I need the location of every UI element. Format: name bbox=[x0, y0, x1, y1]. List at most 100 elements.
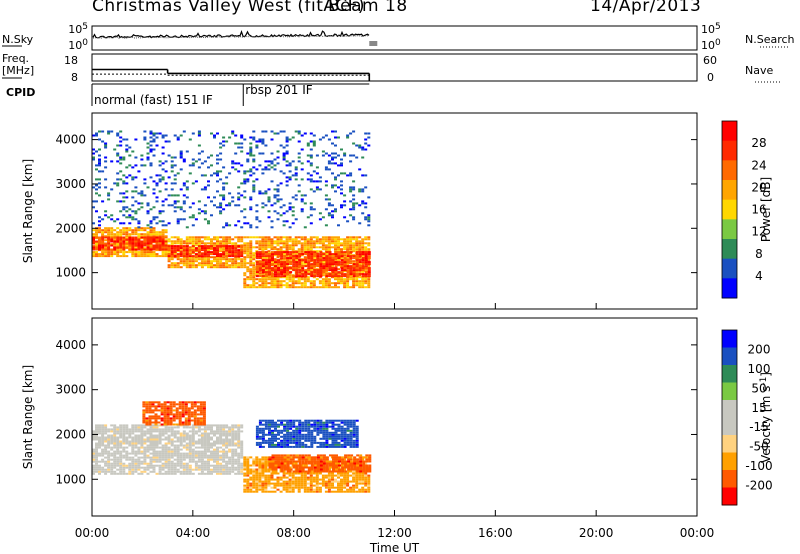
velocity-band-0-cell bbox=[146, 440, 150, 443]
power-band-6-cell bbox=[143, 194, 147, 197]
power-band-6-cell bbox=[255, 168, 259, 171]
power-band-6-cell bbox=[346, 134, 350, 137]
velocity-band-0-cell bbox=[92, 432, 95, 435]
velocity-band-0-cell bbox=[158, 472, 162, 475]
power-band-6-cell bbox=[270, 138, 274, 141]
power-band-2-cell bbox=[176, 242, 180, 245]
power-band-4-cell bbox=[309, 268, 313, 271]
velocity-band-0-cell bbox=[179, 438, 183, 441]
velocity-band-0-cell bbox=[152, 434, 156, 437]
power-band-6-cell bbox=[98, 164, 101, 167]
power-band-6-cell bbox=[309, 214, 313, 217]
velocity-band-1-cell bbox=[309, 486, 313, 489]
power-band-1-cell bbox=[95, 248, 98, 251]
power-band-5-cell bbox=[328, 251, 332, 254]
power-band-6-cell bbox=[346, 136, 350, 139]
power-band-6-cell bbox=[270, 130, 274, 133]
velocity-band-1-cell bbox=[337, 482, 340, 485]
power-band-6-cell bbox=[104, 156, 108, 159]
velocity-band-2-cell bbox=[329, 466, 332, 469]
velocity-band-1-cell bbox=[340, 478, 343, 481]
power-band-5-cell bbox=[325, 255, 329, 258]
power-band-6-cell bbox=[231, 130, 235, 133]
velocity-band-1-cell bbox=[258, 466, 262, 469]
power-band-6-cell bbox=[110, 130, 114, 133]
power-band-2-cell bbox=[225, 242, 229, 245]
power-band-4-cell bbox=[349, 278, 353, 281]
velocity-band-0-cell bbox=[122, 454, 126, 457]
power-band-4-cell bbox=[340, 280, 343, 283]
power-band-4-cell bbox=[291, 246, 295, 249]
power-band-5-cell bbox=[328, 269, 332, 272]
power-band-6-cell bbox=[364, 202, 368, 205]
velocity-band-0-cell bbox=[134, 470, 138, 473]
power-band-0-cell bbox=[101, 229, 105, 232]
velocity-band-0-cell bbox=[225, 442, 229, 445]
power-band-6-cell bbox=[267, 196, 271, 199]
velocity-band-1-cell bbox=[291, 490, 295, 493]
velocity-band-0-cell bbox=[207, 426, 210, 429]
power-band-4-cell bbox=[364, 236, 368, 239]
power-band-6-cell bbox=[364, 138, 368, 141]
velocity-band-0-cell bbox=[134, 454, 138, 457]
power-band-5-cell bbox=[286, 261, 290, 264]
velocity-band-0-cell bbox=[216, 428, 219, 431]
power-band-2-cell bbox=[197, 256, 201, 259]
power-band-3-cell bbox=[234, 247, 238, 250]
power-band-4-cell bbox=[364, 278, 368, 281]
velocity-band-2-cell bbox=[322, 470, 326, 473]
velocity-band-1-cell bbox=[358, 480, 362, 483]
power-band-3-cell bbox=[194, 247, 198, 250]
power-band-6-cell bbox=[352, 154, 356, 157]
power-band-4-cell bbox=[249, 244, 253, 247]
velocity-band-2-cell bbox=[332, 454, 335, 457]
velocity-band-2-cell bbox=[289, 454, 293, 457]
power-band-6-cell bbox=[222, 186, 226, 189]
velocity-band-1-cell bbox=[255, 476, 259, 479]
velocity-band-0-cell bbox=[222, 464, 226, 467]
power-colorbar-tick-3: 16 bbox=[751, 203, 766, 217]
velocity-band-0-cell bbox=[137, 464, 141, 467]
power-band-4-cell bbox=[261, 280, 265, 283]
power-band-6-cell bbox=[191, 216, 195, 219]
power-band-1-cell bbox=[158, 246, 162, 249]
power-band-1-cell bbox=[98, 240, 101, 243]
velocity-band-2-cell bbox=[356, 460, 360, 463]
velocity-band-1-cell bbox=[264, 478, 268, 481]
power-band-6-cell bbox=[367, 220, 371, 223]
velocity-band-2-cell bbox=[301, 468, 305, 471]
velocity-band-2-cell bbox=[344, 470, 348, 473]
velocity-band-0-cell bbox=[228, 456, 232, 459]
power-band-2-cell bbox=[225, 258, 229, 261]
power-band-6-cell bbox=[324, 168, 328, 171]
power-band-4-cell bbox=[349, 262, 353, 265]
power-band-5-cell bbox=[255, 255, 259, 258]
velocity-band-2-cell bbox=[271, 456, 275, 459]
power-band-4-cell bbox=[324, 278, 328, 281]
power-band-6-cell bbox=[98, 170, 101, 173]
velocity-band-0-cell bbox=[228, 434, 232, 437]
power-band-5-cell bbox=[286, 273, 290, 276]
velocity-band-2-cell bbox=[362, 468, 366, 471]
velocity-band-0-cell bbox=[137, 428, 141, 431]
power-band-1-cell bbox=[119, 242, 123, 245]
power-band-6-cell bbox=[98, 162, 101, 165]
power-band-5-cell bbox=[334, 253, 338, 256]
power-colorbar-tick-0: 28 bbox=[751, 136, 766, 150]
velocity-band-0-cell bbox=[161, 452, 165, 455]
power-band-5-cell bbox=[325, 257, 329, 260]
power-band-5-cell bbox=[304, 251, 308, 254]
velocity-band-0-cell bbox=[210, 438, 213, 441]
velocity-band-0-cell bbox=[222, 444, 226, 447]
power-band-6-cell bbox=[243, 178, 247, 181]
velocity-band-0-cell bbox=[164, 436, 168, 439]
velocity-band-0-cell bbox=[200, 440, 204, 443]
power-band-6-cell bbox=[261, 140, 265, 143]
velocity-band-0-cell bbox=[237, 434, 241, 437]
power-band-5-cell bbox=[319, 267, 323, 270]
power-band-5-cell bbox=[343, 275, 347, 278]
velocity-band-1-cell bbox=[321, 476, 325, 479]
velocity-band-0-cell bbox=[116, 472, 120, 475]
velocity-band-0-cell bbox=[158, 434, 162, 437]
velocity-band-2-cell bbox=[344, 460, 348, 463]
